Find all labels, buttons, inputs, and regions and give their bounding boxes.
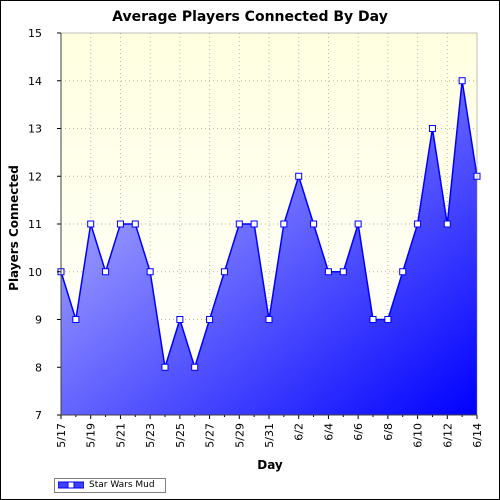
data-point — [295, 172, 303, 180]
y-tick-label: 8 — [35, 361, 42, 374]
x-tick-label: 5/25 — [174, 423, 187, 448]
x-tick-label: 5/21 — [114, 423, 127, 448]
y-tick-label: 15 — [28, 27, 42, 40]
data-point — [443, 220, 451, 228]
x-tick-label: 5/29 — [233, 423, 246, 448]
data-point — [339, 268, 347, 276]
x-tick-label: 5/23 — [144, 423, 157, 448]
data-point — [458, 77, 466, 85]
data-point — [354, 220, 362, 228]
legend-series-label: Star Wars Mud — [89, 480, 155, 490]
x-axis-label: Day — [257, 458, 283, 472]
data-point — [131, 220, 139, 228]
data-point — [265, 316, 273, 323]
x-tick-label: 5/19 — [85, 423, 98, 448]
data-point — [176, 316, 184, 323]
legend-series-symbol — [58, 481, 84, 489]
plot-border — [60, 32, 478, 416]
y-tick-label: 7 — [35, 409, 42, 422]
data-point — [414, 220, 422, 228]
y-tick-label: 9 — [35, 314, 42, 327]
legend: Star Wars Mud — [54, 478, 166, 493]
data-point — [220, 268, 228, 276]
data-point — [87, 220, 95, 228]
x-tick-label: 6/6 — [352, 423, 365, 441]
x-tick-label: 5/17 — [55, 423, 68, 448]
data-point — [428, 125, 436, 132]
data-point — [116, 220, 124, 228]
data-point — [161, 363, 169, 371]
x-tick-label: 6/14 — [471, 423, 484, 448]
x-tick-label: 6/12 — [441, 423, 454, 448]
data-point — [250, 220, 258, 228]
data-point — [280, 220, 288, 228]
data-point — [72, 316, 80, 323]
data-point — [102, 268, 110, 276]
y-tick-label: 11 — [28, 218, 42, 231]
chart-title: Average Players Connected By Day — [112, 9, 388, 25]
x-tick-label: 5/31 — [263, 423, 276, 448]
y-tick-label: 14 — [28, 75, 42, 88]
x-tick-label: 6/10 — [412, 423, 425, 448]
data-point — [206, 316, 214, 323]
data-point — [384, 316, 392, 323]
data-point — [310, 220, 318, 228]
data-point — [146, 268, 154, 276]
data-point — [235, 220, 243, 228]
data-point — [399, 268, 407, 276]
data-point — [191, 363, 199, 371]
x-tick-label: 6/8 — [382, 423, 395, 441]
y-tick-label: 12 — [28, 170, 42, 183]
x-tick-label: 6/4 — [322, 423, 335, 441]
data-point — [324, 268, 332, 276]
x-tick-label: 5/27 — [204, 423, 217, 448]
y-tick-label: 13 — [28, 123, 42, 136]
y-tick-label: 10 — [28, 266, 42, 279]
x-tick-label: 6/2 — [293, 423, 306, 441]
series-area — [61, 80, 477, 415]
data-point — [369, 316, 377, 323]
